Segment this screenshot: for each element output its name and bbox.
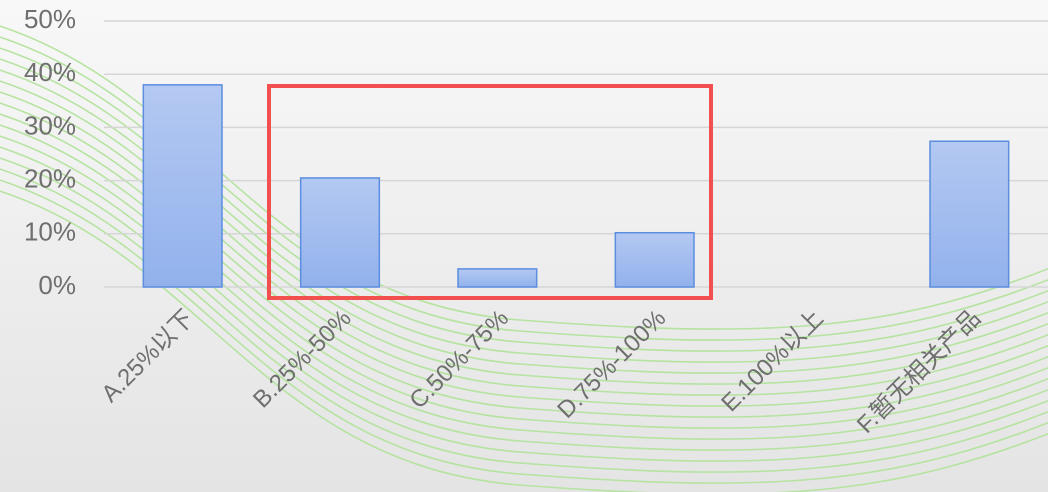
- highlight-box: [267, 84, 713, 300]
- y-tick-label: 0%: [38, 270, 76, 300]
- bars: [142, 84, 1010, 288]
- bar: [142, 84, 223, 288]
- bar: [614, 231, 695, 288]
- bar: [929, 140, 1010, 288]
- bar: [457, 268, 538, 288]
- y-tick-label: 20%: [24, 163, 76, 193]
- y-tick-label: 30%: [24, 110, 76, 140]
- y-tick-label: 10%: [24, 217, 76, 247]
- grid: [104, 20, 1048, 288]
- y-tick-label: 40%: [24, 57, 76, 87]
- y-tick-label: 50%: [24, 4, 76, 34]
- bar: [299, 177, 381, 288]
